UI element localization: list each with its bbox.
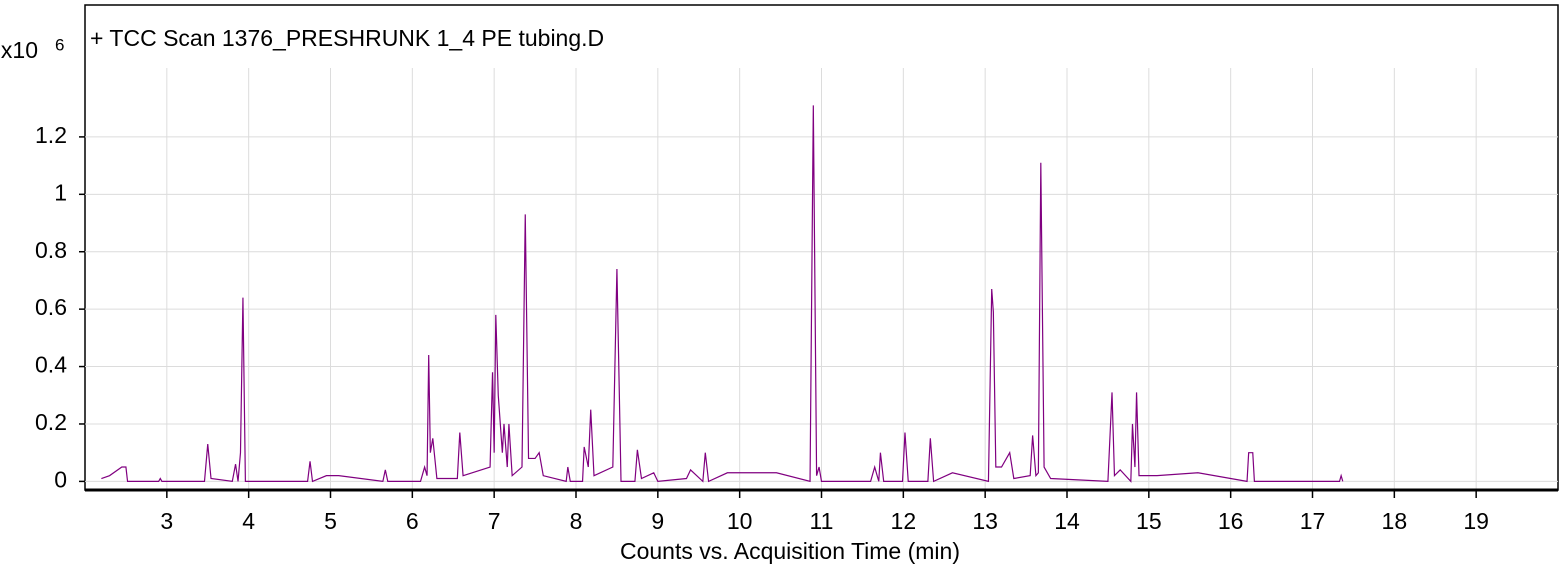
- y-tick-label: 1.2: [35, 122, 67, 148]
- x-tick-label: 9: [651, 508, 664, 534]
- y-multiplier: x10: [1, 37, 38, 63]
- y-tick-label: 0.6: [35, 294, 67, 320]
- chromatogram-line: [101, 105, 1344, 483]
- x-tick-label: 8: [570, 508, 583, 534]
- x-tick-label: 6: [406, 508, 419, 534]
- y-tick-label: 0.2: [35, 409, 67, 435]
- x-tick-label: 5: [324, 508, 337, 534]
- x-tick-label: 15: [1136, 508, 1162, 534]
- x-axis-label: Counts vs. Acquisition Time (min): [620, 538, 960, 564]
- x-tick-label: 17: [1300, 508, 1326, 534]
- x-tick-label: 3: [160, 508, 173, 534]
- x-tick-label: 11: [810, 508, 834, 534]
- x-tick-label: 18: [1382, 508, 1408, 534]
- x-tick-label: 12: [891, 508, 917, 534]
- y-tick-label: 0: [54, 466, 67, 492]
- x-tick-label: 13: [972, 508, 998, 534]
- x-tick-label: 4: [242, 508, 255, 534]
- y-tick-label: 0.4: [35, 352, 67, 378]
- x-tick-label: 16: [1218, 508, 1244, 534]
- x-tick-label: 14: [1054, 508, 1080, 534]
- x-tick-label: 19: [1463, 508, 1489, 534]
- chart-title: + TCC Scan 1376_PRESHRUNK 1_4 PE tubing.…: [90, 25, 604, 51]
- y-tick-label: 0.8: [35, 237, 67, 263]
- y-tick-label: 1: [54, 179, 67, 205]
- y-multiplier-exponent: 6: [55, 35, 64, 54]
- x-tick-label: 10: [727, 508, 753, 534]
- x-tick-label: 7: [488, 508, 501, 534]
